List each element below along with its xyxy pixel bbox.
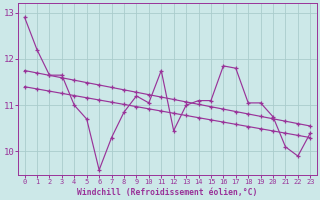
X-axis label: Windchill (Refroidissement éolien,°C): Windchill (Refroidissement éolien,°C) [77,188,258,197]
